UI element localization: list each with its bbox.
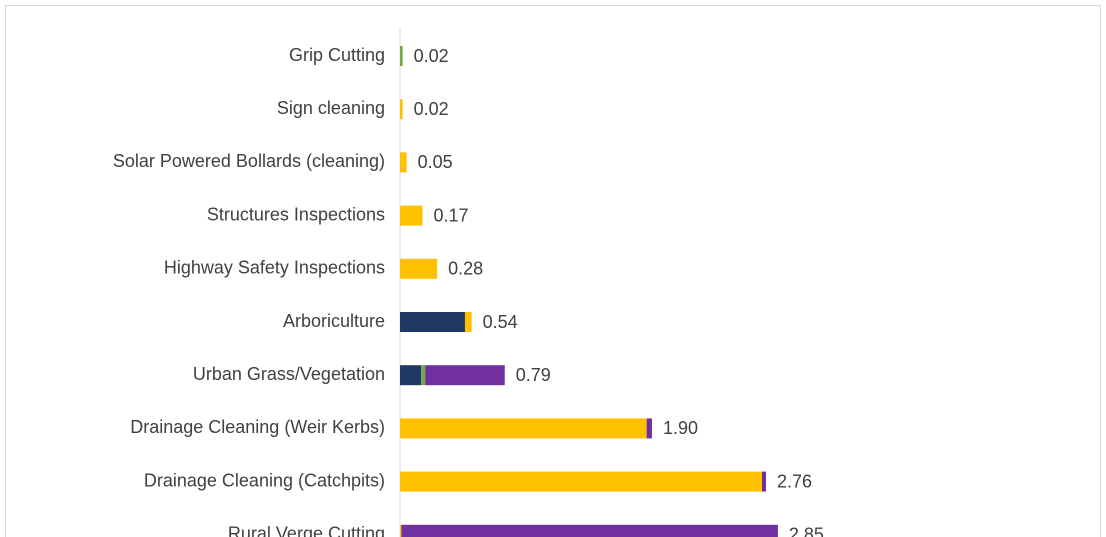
total-label: 0.28 xyxy=(448,259,483,279)
chart-border xyxy=(5,5,1101,537)
bar-segment xyxy=(400,46,403,66)
bar-segment xyxy=(421,365,426,386)
bar-segment xyxy=(400,365,422,386)
bar-segment xyxy=(400,312,465,332)
total-label: 2.85 xyxy=(789,525,824,537)
total-label: 0.02 xyxy=(414,99,449,119)
bar-segment xyxy=(401,524,778,537)
category-label: Arboriculture xyxy=(283,311,385,331)
total-label: 0.02 xyxy=(414,46,449,66)
bar-segment xyxy=(646,418,652,439)
category-label: Urban Grass/Vegetation xyxy=(193,364,385,384)
bar-segment xyxy=(464,312,472,332)
total-label: 1.90 xyxy=(663,418,698,438)
total-label: 0.79 xyxy=(516,365,551,385)
total-label: 0.54 xyxy=(483,312,518,332)
category-label: Rural Verge Cutting xyxy=(228,524,385,537)
category-label: Drainage Cleaning (Weir Kerbs) xyxy=(130,417,385,437)
bar-segment xyxy=(400,152,407,173)
category-label: Solar Powered Bollards (cleaning) xyxy=(113,151,385,171)
category-label: Structures Inspections xyxy=(207,204,385,224)
bar-segment xyxy=(400,258,438,279)
total-label: 0.05 xyxy=(418,152,453,172)
category-label: Drainage Cleaning (Catchpits) xyxy=(144,470,385,490)
bar-segment xyxy=(400,418,647,439)
total-label: 2.76 xyxy=(777,471,812,491)
total-label: 0.17 xyxy=(434,205,469,225)
bar-segment xyxy=(400,99,403,120)
category-label: Grip Cutting xyxy=(289,45,385,65)
bar-segment xyxy=(761,471,766,492)
bar-segment xyxy=(425,365,505,386)
bar-segment xyxy=(400,524,402,537)
bar-segment xyxy=(400,471,762,492)
category-label: Highway Safety Inspections xyxy=(164,258,385,278)
bar-segment xyxy=(400,205,423,226)
category-label: Sign cleaning xyxy=(277,98,385,118)
